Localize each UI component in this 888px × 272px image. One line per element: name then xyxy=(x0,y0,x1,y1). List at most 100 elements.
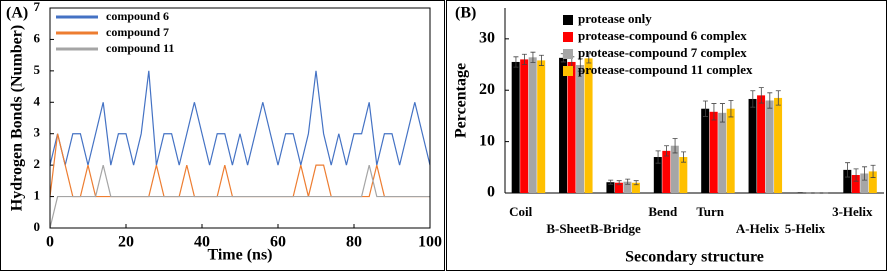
panel-label: (B) xyxy=(455,5,476,22)
legend-label: compound 11 xyxy=(106,41,174,55)
y-tick-label: 3 xyxy=(34,125,41,140)
bar xyxy=(567,61,576,194)
error-bar xyxy=(728,100,734,118)
y-tick-label: 6 xyxy=(34,30,41,45)
error-bar xyxy=(711,103,717,121)
panel-b-border xyxy=(446,0,887,271)
y-tick-label: 10 xyxy=(479,132,495,149)
bar xyxy=(528,57,537,194)
y-tick-label: 1 xyxy=(34,188,41,203)
x-tick-label: 100 xyxy=(418,234,442,251)
bar xyxy=(757,95,766,193)
y-axis-label: Percentage xyxy=(453,63,470,138)
error-bar xyxy=(521,53,527,65)
bar xyxy=(623,181,632,193)
series-line xyxy=(49,165,430,229)
x-tick-label: B-Sheet xyxy=(546,221,590,236)
y-tick-label: 7 xyxy=(34,0,41,14)
legend-label: protease only xyxy=(578,11,652,26)
y-tick-label: 4 xyxy=(34,93,41,108)
bar xyxy=(679,157,688,193)
x-axis-label: Secondary structure xyxy=(625,249,764,266)
error-bar xyxy=(664,145,670,157)
bar xyxy=(868,171,877,193)
error-bar xyxy=(845,162,851,178)
error-bar xyxy=(672,138,678,154)
bar xyxy=(718,112,727,193)
error-bar xyxy=(702,100,708,117)
error-bar xyxy=(681,151,687,163)
bar xyxy=(670,145,679,193)
error-bar xyxy=(767,92,773,109)
panel-a-border xyxy=(0,0,445,271)
bar xyxy=(520,59,529,194)
error-bar xyxy=(750,90,756,108)
plot-frame xyxy=(49,7,431,229)
error-bar xyxy=(616,180,622,186)
bar xyxy=(511,61,520,194)
legend-label: protease-compound 6 complex xyxy=(578,28,747,43)
error-bar xyxy=(530,51,536,63)
bar xyxy=(584,58,593,193)
x-tick-label: Coil xyxy=(509,204,533,219)
x-tick-label: 0 xyxy=(46,234,54,251)
x-tick-label: 3-Helix xyxy=(832,204,873,219)
error-bar xyxy=(719,103,725,123)
legend-label: protease-compound 7 complex xyxy=(578,45,747,60)
bar xyxy=(860,173,869,193)
x-tick-label: 20 xyxy=(118,234,134,251)
series-line xyxy=(49,133,430,198)
x-tick-label: 40 xyxy=(194,234,210,251)
bar xyxy=(765,100,774,193)
x-tick-label: 80 xyxy=(346,234,362,251)
x-tick-label: B-Bridge xyxy=(590,221,641,236)
y-tick-label: 2 xyxy=(34,156,41,171)
bar xyxy=(662,150,671,193)
x-axis-label: Time (ns) xyxy=(207,247,272,264)
x-tick-label: 5-Helix xyxy=(785,221,826,236)
y-axis-label: Hydrogen Bonds (Number) xyxy=(9,25,26,211)
bar xyxy=(614,182,623,193)
error-bar xyxy=(655,150,661,164)
error-bar xyxy=(538,54,544,66)
bar xyxy=(843,169,852,193)
error-bar xyxy=(862,166,868,181)
x-tick-label: A-Helix xyxy=(736,221,780,236)
error-bar xyxy=(775,90,781,106)
y-tick-label: 0 xyxy=(34,219,41,234)
bar xyxy=(631,182,640,193)
bar xyxy=(709,111,718,193)
bar xyxy=(537,60,546,193)
bar xyxy=(576,65,585,193)
panel-label: (A) xyxy=(6,5,28,22)
legend-swatch xyxy=(563,15,573,25)
y-tick-label: 0 xyxy=(487,184,495,201)
error-bar xyxy=(633,180,639,186)
error-bar xyxy=(625,178,631,185)
y-tick-label: 30 xyxy=(479,30,495,47)
error-bar xyxy=(513,56,519,68)
legend-swatch xyxy=(563,32,573,42)
x-tick-label: 60 xyxy=(270,234,286,251)
x-tick-label: Bend xyxy=(648,204,678,219)
legend-swatch xyxy=(563,49,573,59)
legend-label: compound 6 xyxy=(106,9,169,23)
series-line xyxy=(49,70,431,166)
bar xyxy=(851,175,860,193)
bar xyxy=(748,98,757,193)
error-bar xyxy=(608,179,614,185)
error-bar xyxy=(853,168,859,182)
error-bar xyxy=(577,58,583,72)
error-bar xyxy=(758,87,764,104)
y-tick-label: 20 xyxy=(479,81,495,98)
x-tick-label: Turn xyxy=(696,204,724,219)
legend-swatch xyxy=(563,66,573,76)
legend-label: protease-compound 11 complex xyxy=(578,62,753,77)
y-tick-label: 5 xyxy=(34,62,41,77)
bar xyxy=(701,108,710,193)
bar xyxy=(606,182,615,193)
bar xyxy=(653,157,662,193)
legend-label: compound 7 xyxy=(106,25,169,39)
bar xyxy=(559,57,568,193)
